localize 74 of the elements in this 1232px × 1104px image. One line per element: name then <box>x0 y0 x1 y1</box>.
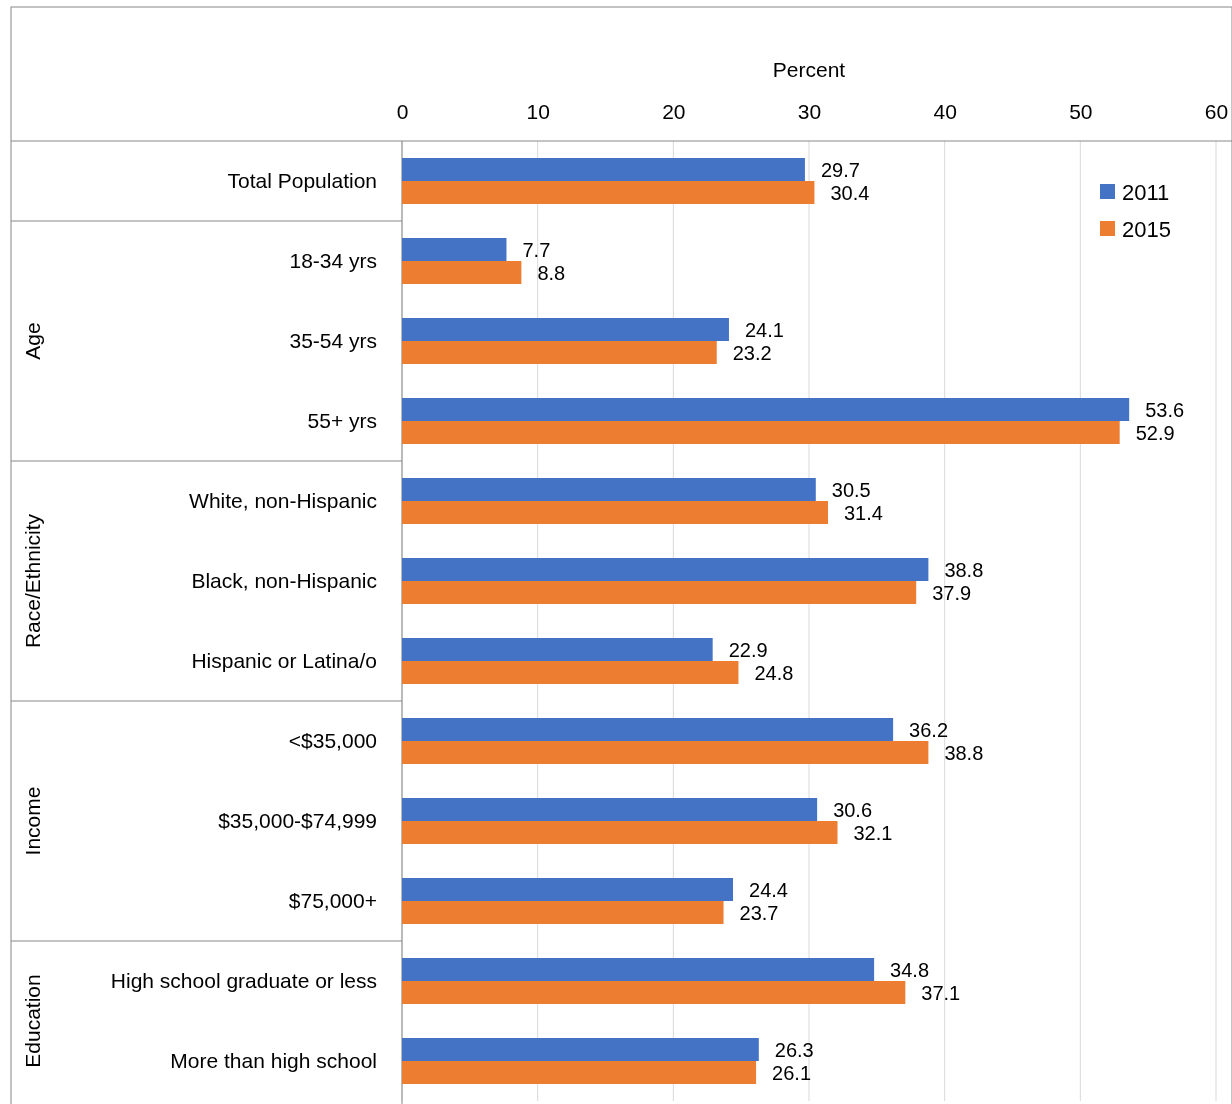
data-label: 26.3 <box>774 1038 814 1061</box>
bar <box>402 478 816 501</box>
bar <box>402 398 1130 421</box>
x-axis-title: Percent <box>772 58 846 81</box>
bar <box>402 238 507 261</box>
data-label: 38.8 <box>944 558 984 581</box>
data-label: 24.8 <box>754 661 794 684</box>
x-tick-label: 40 <box>933 100 957 123</box>
bar <box>402 741 929 764</box>
y-tick-label: More than high school <box>170 1049 377 1072</box>
legend-label: 2015 <box>1122 217 1171 242</box>
data-label: 22.9 <box>728 638 768 661</box>
data-label: 30.6 <box>833 798 873 821</box>
y-tick-label: 35-54 yrs <box>289 329 377 352</box>
bar <box>402 158 805 181</box>
data-label: 26.1 <box>772 1061 812 1084</box>
y-tick-label: $75,000+ <box>288 889 377 912</box>
y-tick-label: Total Population <box>227 169 377 192</box>
data-label: 32.1 <box>853 821 893 844</box>
data-label: 24.4 <box>749 878 788 901</box>
y-tick-label: <$35,000 <box>288 729 377 752</box>
data-label: 52.9 <box>1135 421 1175 444</box>
bar <box>402 558 929 581</box>
x-tick-label: 20 <box>662 100 686 123</box>
bar <box>402 261 522 284</box>
bar <box>402 981 906 1004</box>
bar <box>402 718 894 741</box>
bar <box>402 958 875 981</box>
bar <box>402 901 724 924</box>
data-label: 53.6 <box>1145 398 1185 421</box>
legend-label: 2011 <box>1122 180 1170 205</box>
y-tick-label: 18-34 yrs <box>289 249 377 272</box>
bar <box>402 181 815 204</box>
data-label: 37.9 <box>932 581 972 604</box>
x-tick-label: 50 <box>1069 100 1093 123</box>
bar <box>402 878 734 901</box>
bar <box>402 821 838 844</box>
bar <box>402 661 739 684</box>
y-tick-label: 55+ yrs <box>307 409 377 432</box>
y-tick-label: High school graduate or less <box>110 969 377 992</box>
y-tick-label: $35,000-$74,999 <box>218 809 377 832</box>
bar <box>402 1061 757 1084</box>
y-tick-label: Hispanic or Latina/o <box>191 649 377 672</box>
y-tick-label: White, non-Hispanic <box>189 489 377 512</box>
x-tick-label: 60 <box>1204 100 1229 123</box>
bar <box>402 341 717 364</box>
x-tick-label: 10 <box>526 100 550 123</box>
data-label: 31.4 <box>843 501 883 524</box>
text: Age <box>21 322 44 360</box>
text: Income <box>21 786 44 856</box>
bar <box>402 318 729 341</box>
bar <box>402 501 828 524</box>
text: Race/Ethnicity <box>21 513 44 649</box>
data-label: 29.7 <box>820 158 860 181</box>
x-tick-label: 30 <box>797 100 822 123</box>
data-label: 30.4 <box>830 181 870 204</box>
data-label: 8.8 <box>537 261 566 284</box>
bar <box>402 638 713 661</box>
bar <box>402 421 1120 444</box>
data-label: 34.8 <box>890 958 930 981</box>
data-label: 7.7 <box>522 238 551 261</box>
text: Education <box>21 974 44 1068</box>
data-label: 36.2 <box>909 718 949 741</box>
x-tick-label: 0 <box>396 100 409 123</box>
data-label: 23.2 <box>732 341 772 364</box>
bar <box>402 581 917 604</box>
bar <box>402 798 818 821</box>
data-label: 30.5 <box>831 478 871 501</box>
data-label: 23.7 <box>739 901 779 924</box>
data-label: 37.1 <box>921 981 961 1004</box>
bar <box>402 1038 759 1061</box>
data-label: 24.1 <box>744 318 784 341</box>
data-label: 38.8 <box>944 741 984 764</box>
y-tick-label: Black, non-Hispanic <box>191 569 377 592</box>
